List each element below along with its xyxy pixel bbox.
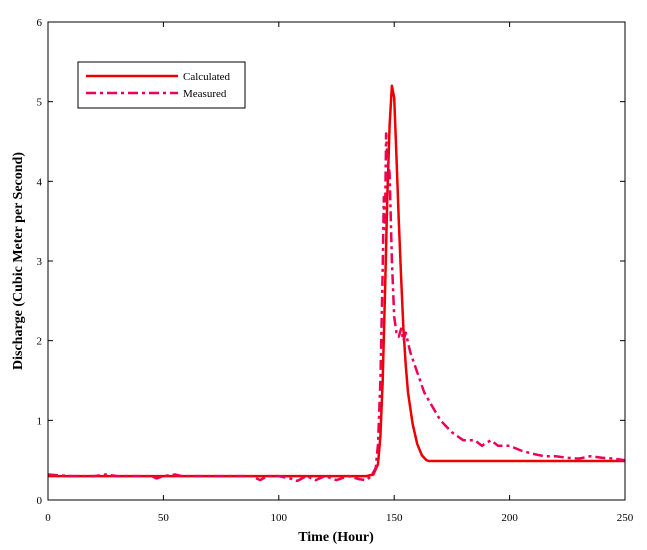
x-axis-title: Time (Hour) — [298, 530, 374, 545]
x-axis-ticks: 0 50 100 150 200 250 — [45, 22, 634, 524]
y-tick-label: 2 — [37, 336, 43, 348]
x-tick-label: 0 — [45, 512, 51, 524]
y-tick-label: 5 — [37, 97, 43, 109]
legend-label-calculated: Calculated — [183, 71, 231, 83]
series-line-calculated — [48, 84, 625, 478]
y-tick-label: 3 — [37, 256, 43, 268]
y-tick-label: 1 — [37, 415, 43, 427]
legend-box — [77, 61, 246, 109]
x-tick-label: 50 — [158, 512, 170, 524]
series-line-measured — [47, 132, 626, 483]
x-tick-label: 200 — [501, 512, 518, 524]
x-tick-label: 100 — [271, 512, 288, 524]
y-axis-title: Discharge (Cubic Meter per Second) — [11, 152, 26, 370]
series-layer — [47, 84, 626, 483]
x-tick-label: 150 — [386, 512, 403, 524]
legend: Calculated Measured — [77, 61, 246, 109]
x-tick-label: 250 — [617, 512, 634, 524]
y-tick-label: 6 — [37, 17, 43, 29]
y-axis-ticks: 0 1 2 3 4 5 6 — [37, 17, 625, 507]
legend-label-measured: Measured — [183, 88, 227, 100]
y-tick-label: 4 — [37, 176, 43, 188]
y-tick-label: 0 — [37, 495, 43, 507]
